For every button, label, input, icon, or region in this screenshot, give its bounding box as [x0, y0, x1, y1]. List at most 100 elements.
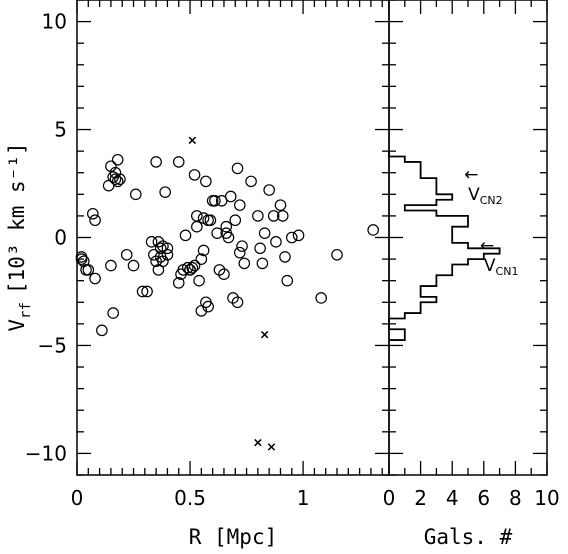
data-point-circle [141, 285, 153, 298]
data-point-circle [120, 248, 133, 261]
left-panel-frame [76, 0, 390, 476]
data-point-circle [127, 259, 140, 272]
data-point-circle [285, 231, 298, 244]
data-point-circle [111, 175, 124, 188]
left-axis-ticks [76, 0, 389, 476]
data-point-circle [188, 169, 201, 181]
data-point-circle [129, 188, 142, 201]
data-point-circle [172, 277, 185, 289]
data-point-circle [193, 274, 205, 287]
data-point-circle [252, 210, 264, 222]
y-tick-label: 10 [42, 10, 67, 34]
data-point-circle [89, 214, 101, 227]
data-point-circle [231, 296, 244, 309]
data-point-circle [227, 292, 239, 304]
data-point-circle [231, 162, 244, 175]
x-tick-label: 1 [297, 486, 310, 510]
right-x-tick-labels: 0 2 4 6 8 10 [383, 486, 560, 510]
data-point-circle [111, 153, 124, 166]
data-point-circle [213, 264, 226, 276]
data-point-circle [197, 244, 210, 257]
data-point-circle [224, 190, 237, 203]
annotation-label: VCN2 [468, 185, 503, 207]
data-point-circle [315, 292, 327, 304]
data-point-circle [136, 285, 149, 298]
data-point-circle [238, 257, 251, 270]
data-point-circle [270, 236, 282, 248]
data-point-circle [209, 194, 221, 207]
data-point-circle [367, 224, 379, 236]
data-point-circle [236, 240, 248, 252]
left-x-axis-title: R [Mpc] [189, 525, 278, 549]
y-tick-label: −5 [38, 333, 67, 357]
data-point-circle [107, 307, 119, 319]
data-point-circle [233, 199, 246, 211]
y-axis-title: Vrf [10³ km s⁻¹] [5, 142, 34, 331]
annotation-arrow: ← [480, 236, 494, 256]
x-tick-label: 6 [477, 486, 490, 510]
data-point-cross [188, 136, 197, 145]
scatter-points [75, 136, 379, 451]
data-point-circle [181, 261, 194, 274]
y-axis-title-sub: rf [18, 302, 34, 319]
annotation-label: VCN1 [484, 256, 519, 278]
x-tick-label: 10 [534, 486, 559, 510]
svg-text:Vrf[10³ km s⁻¹]: Vrf [10³ km s⁻¹] [5, 142, 34, 331]
data-point-circle [109, 173, 122, 186]
data-point-circle [87, 207, 99, 220]
data-point-circle [152, 236, 165, 248]
data-point-circle [191, 210, 203, 222]
data-point-circle [96, 324, 108, 337]
y-tick-label: −10 [25, 441, 67, 465]
data-point-circle [220, 220, 233, 233]
data-point-circle [279, 251, 291, 263]
annotation-label-main: V [468, 185, 480, 205]
data-point-circle [245, 175, 257, 188]
x-tick-label: 0.5 [174, 486, 206, 510]
data-point-circle [89, 272, 101, 285]
data-point-circle [161, 242, 174, 255]
data-point-circle [256, 257, 269, 270]
annotation-label-sub: CN2 [480, 194, 503, 207]
data-point-cross [267, 443, 276, 451]
x-tick-label: 4 [446, 486, 459, 510]
x-tick-label: 0 [383, 486, 396, 510]
data-point-circle [233, 246, 246, 259]
data-point-circle [274, 199, 287, 211]
left-x-tick-labels: 0 0.5 1 [71, 486, 310, 510]
data-point-circle [184, 264, 196, 276]
data-point-circle [195, 253, 208, 265]
data-point-circle [188, 259, 201, 272]
data-point-circle [258, 227, 271, 239]
y-tick-label: 0 [54, 226, 67, 250]
data-point-circle [161, 248, 174, 261]
x-tick-label: 8 [509, 486, 522, 510]
x-tick-label: 0 [71, 486, 84, 510]
data-point-circle [229, 214, 242, 227]
data-point-circle [263, 184, 275, 196]
y-axis-title-unit: [10³ km s⁻¹] [5, 142, 29, 294]
annotation-label-sub: CN1 [496, 265, 519, 278]
data-point-circle [145, 236, 158, 248]
data-point-circle [254, 242, 266, 255]
data-point-circle [150, 255, 162, 268]
annotation-label-main: V [484, 256, 496, 276]
data-point-circle [179, 229, 192, 242]
annotation-arrow: ← [464, 165, 478, 185]
data-point-circle [148, 248, 160, 261]
y-tick-labels: 10 5 0 −5 −10 [25, 10, 67, 466]
data-point-circle [150, 156, 162, 168]
data-point-circle [186, 261, 199, 274]
data-point-circle [281, 274, 294, 287]
data-point-cross [260, 330, 269, 339]
data-point-circle [191, 220, 203, 233]
data-point-circle [114, 173, 126, 186]
right-panel-frame [388, 0, 548, 476]
data-point-circle [172, 156, 185, 168]
data-point-circle [292, 229, 305, 242]
data-point-circle [105, 259, 117, 272]
data-point-circle [75, 253, 88, 265]
data-point-circle [218, 268, 230, 281]
right-x-axis-title: Gals. # [424, 525, 513, 549]
